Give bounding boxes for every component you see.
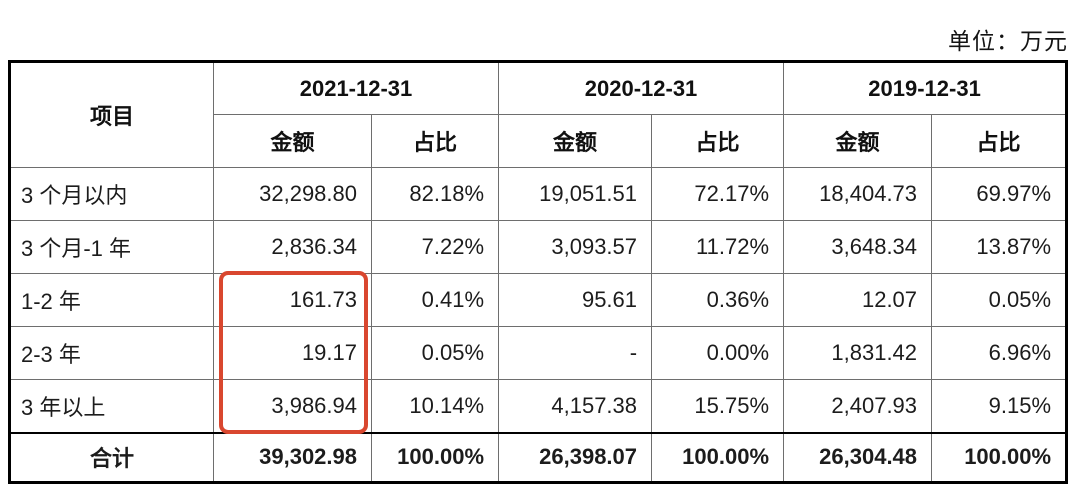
amount-cell: 1,831.42 xyxy=(783,326,933,380)
amount-cell-highlighted: 3,986.94 xyxy=(213,379,372,433)
ratio-cell: 82.18% xyxy=(370,167,500,221)
amount-cell: 19,051.51 xyxy=(498,167,653,221)
table-row: 3 个月以内 32,298.80 82.18% 19,051.51 72.17%… xyxy=(9,167,1068,221)
ratio-cell: 0.00% xyxy=(651,326,785,380)
amount-header-2021: 金额 xyxy=(213,114,372,168)
total-row-label: 合计 xyxy=(9,431,214,483)
total-amount-cell: 39,302.98 xyxy=(213,431,372,483)
ratio-header-2020: 占比 xyxy=(651,114,785,168)
row-label: 3 年以上 xyxy=(9,379,214,433)
row-label: 3 个月以内 xyxy=(9,167,214,221)
amount-cell: 32,298.80 xyxy=(213,167,372,221)
amount-cell-highlighted: 161.73 xyxy=(213,273,372,327)
ratio-cell: 9.15% xyxy=(931,379,1068,433)
amount-cell-highlighted: 19.17 xyxy=(213,326,372,380)
table-row: 2-3 年 19.17 0.05% - 0.00% 1,831.42 6.96% xyxy=(9,326,1068,380)
table-row: 3 个月-1 年 2,836.34 7.22% 3,093.57 11.72% … xyxy=(9,220,1068,274)
ratio-cell: 6.96% xyxy=(931,326,1068,380)
amount-header-2020: 金额 xyxy=(498,114,653,168)
ratio-header-2021: 占比 xyxy=(370,114,500,168)
row-label: 1-2 年 xyxy=(9,273,214,327)
total-amount-cell: 26,304.48 xyxy=(783,431,933,483)
unit-label: 单位：万元 xyxy=(948,29,1068,54)
ratio-header-2019: 占比 xyxy=(931,114,1068,168)
amount-cell: 2,836.34 xyxy=(213,220,372,274)
amount-cell: - xyxy=(498,326,653,380)
table-row: 3 年以上 3,986.94 10.14% 4,157.38 15.75% 2,… xyxy=(9,379,1068,433)
amount-cell: 4,157.38 xyxy=(498,379,653,433)
total-ratio-cell: 100.00% xyxy=(370,431,500,483)
ratio-cell: 0.05% xyxy=(370,326,500,380)
aging-analysis-table: 项目 2021-12-31 2020-12-31 2019-12-31 金额 占… xyxy=(8,60,1069,484)
amount-cell: 95.61 xyxy=(498,273,653,327)
amount-header-2019: 金额 xyxy=(783,114,933,168)
item-column-header: 项目 xyxy=(9,61,214,168)
amount-cell: 12.07 xyxy=(783,273,933,327)
total-amount-cell: 26,398.07 xyxy=(498,431,653,483)
row-label: 2-3 年 xyxy=(9,326,214,380)
ratio-cell: 13.87% xyxy=(931,220,1068,274)
amount-cell: 3,093.57 xyxy=(498,220,653,274)
total-ratio-cell: 100.00% xyxy=(651,431,785,483)
table-row: 1-2 年 161.73 0.41% 95.61 0.36% 12.07 0.0… xyxy=(9,273,1068,327)
amount-cell: 3,648.34 xyxy=(783,220,933,274)
amount-cell: 18,404.73 xyxy=(783,167,933,221)
ratio-cell: 15.75% xyxy=(651,379,785,433)
amount-cell: 2,407.93 xyxy=(783,379,933,433)
ratio-cell: 0.05% xyxy=(931,273,1068,327)
ratio-cell: 0.41% xyxy=(370,273,500,327)
ratio-cell: 69.97% xyxy=(931,167,1068,221)
date-header-2019: 2019-12-31 xyxy=(783,61,1068,115)
table-header-row-dates: 项目 2021-12-31 2020-12-31 2019-12-31 xyxy=(9,61,1068,168)
row-label: 3 个月-1 年 xyxy=(9,220,214,274)
ratio-cell: 0.36% xyxy=(651,273,785,327)
total-ratio-cell: 100.00% xyxy=(931,431,1068,483)
date-header-2020: 2020-12-31 xyxy=(498,61,785,115)
date-header-2021: 2021-12-31 xyxy=(212,61,500,115)
table-total-row: 合计 39,302.98 100.00% 26,398.07 100.00% 2… xyxy=(9,431,1068,483)
ratio-cell: 10.14% xyxy=(370,379,500,433)
ratio-cell: 11.72% xyxy=(651,220,785,274)
ratio-cell: 72.17% xyxy=(651,167,785,221)
ratio-cell: 7.22% xyxy=(370,220,500,274)
